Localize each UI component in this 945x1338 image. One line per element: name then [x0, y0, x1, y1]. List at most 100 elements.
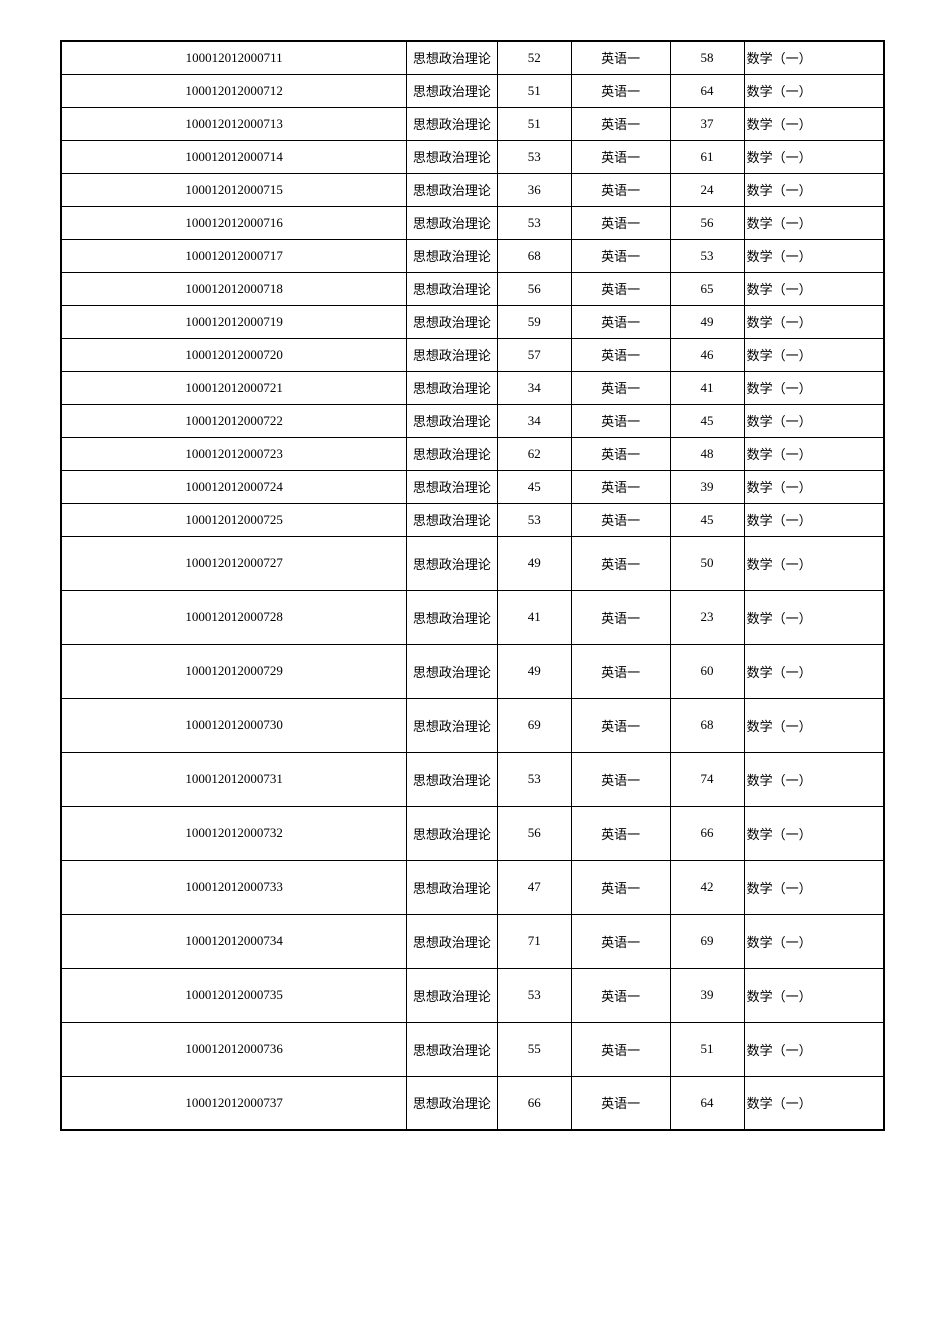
subject3-cell: 数学（一） — [744, 140, 884, 173]
score2-cell: 65 — [670, 272, 744, 305]
score1-cell: 53 — [497, 140, 571, 173]
student-id-cell: 100012012000730 — [61, 698, 407, 752]
score1-cell: 45 — [497, 470, 571, 503]
subject3-cell: 数学（一） — [744, 860, 884, 914]
subject2-cell: 英语一 — [571, 140, 670, 173]
score1-cell: 59 — [497, 305, 571, 338]
score2-cell: 69 — [670, 914, 744, 968]
score2-cell: 42 — [670, 860, 744, 914]
subject2-cell: 英语一 — [571, 914, 670, 968]
subject2-cell: 英语一 — [571, 173, 670, 206]
table-row: 100012012000714思想政治理论53英语一61数学（一） — [61, 140, 884, 173]
student-id-cell: 100012012000725 — [61, 503, 407, 536]
subject2-cell: 英语一 — [571, 752, 670, 806]
score2-cell: 39 — [670, 470, 744, 503]
table-row: 100012012000728思想政治理论41英语一23数学（一） — [61, 590, 884, 644]
subject1-cell: 思想政治理论 — [407, 404, 498, 437]
student-id-cell: 100012012000729 — [61, 644, 407, 698]
score2-cell: 61 — [670, 140, 744, 173]
subject1-cell: 思想政治理论 — [407, 107, 498, 140]
subject3-cell: 数学（一） — [744, 74, 884, 107]
score2-cell: 49 — [670, 305, 744, 338]
subject2-cell: 英语一 — [571, 437, 670, 470]
score2-cell: 37 — [670, 107, 744, 140]
score2-cell: 23 — [670, 590, 744, 644]
student-id-cell: 100012012000718 — [61, 272, 407, 305]
score1-cell: 71 — [497, 914, 571, 968]
subject3-cell: 数学（一） — [744, 338, 884, 371]
subject1-cell: 思想政治理论 — [407, 860, 498, 914]
student-id-cell: 100012012000715 — [61, 173, 407, 206]
score1-cell: 56 — [497, 806, 571, 860]
table-row: 100012012000732思想政治理论56英语一66数学（一） — [61, 806, 884, 860]
subject1-cell: 思想政治理论 — [407, 272, 498, 305]
score2-cell: 64 — [670, 74, 744, 107]
score1-cell: 34 — [497, 404, 571, 437]
subject2-cell: 英语一 — [571, 503, 670, 536]
score1-cell: 57 — [497, 338, 571, 371]
student-id-cell: 100012012000724 — [61, 470, 407, 503]
subject2-cell: 英语一 — [571, 107, 670, 140]
subject3-cell: 数学（一） — [744, 173, 884, 206]
table-row: 100012012000719思想政治理论59英语一49数学（一） — [61, 305, 884, 338]
score1-cell: 53 — [497, 968, 571, 1022]
subject2-cell: 英语一 — [571, 470, 670, 503]
subject3-cell: 数学（一） — [744, 644, 884, 698]
subject3-cell: 数学（一） — [744, 437, 884, 470]
subject3-cell: 数学（一） — [744, 305, 884, 338]
student-id-cell: 100012012000727 — [61, 536, 407, 590]
table-row: 100012012000711思想政治理论52英语一58数学（一） — [61, 41, 884, 74]
student-id-cell: 100012012000720 — [61, 338, 407, 371]
subject3-cell: 数学（一） — [744, 914, 884, 968]
subject3-cell: 数学（一） — [744, 239, 884, 272]
table-row: 100012012000724思想政治理论45英语一39数学（一） — [61, 470, 884, 503]
subject1-cell: 思想政治理论 — [407, 173, 498, 206]
subject3-cell: 数学（一） — [744, 1076, 884, 1130]
score1-cell: 41 — [497, 590, 571, 644]
subject3-cell: 数学（一） — [744, 1022, 884, 1076]
table-row: 100012012000735思想政治理论53英语一39数学（一） — [61, 968, 884, 1022]
subject2-cell: 英语一 — [571, 206, 670, 239]
subject3-cell: 数学（一） — [744, 107, 884, 140]
subject3-cell: 数学（一） — [744, 470, 884, 503]
subject1-cell: 思想政治理论 — [407, 305, 498, 338]
subject1-cell: 思想政治理论 — [407, 698, 498, 752]
subject1-cell: 思想政治理论 — [407, 239, 498, 272]
score1-cell: 69 — [497, 698, 571, 752]
table-row: 100012012000734思想政治理论71英语一69数学（一） — [61, 914, 884, 968]
table-row: 100012012000730思想政治理论69英语一68数学（一） — [61, 698, 884, 752]
subject2-cell: 英语一 — [571, 644, 670, 698]
subject1-cell: 思想政治理论 — [407, 590, 498, 644]
student-id-cell: 100012012000736 — [61, 1022, 407, 1076]
score1-cell: 49 — [497, 644, 571, 698]
student-id-cell: 100012012000723 — [61, 437, 407, 470]
score2-cell: 74 — [670, 752, 744, 806]
student-id-cell: 100012012000735 — [61, 968, 407, 1022]
score2-cell: 24 — [670, 173, 744, 206]
subject1-cell: 思想政治理论 — [407, 503, 498, 536]
subject1-cell: 思想政治理论 — [407, 536, 498, 590]
score1-cell: 36 — [497, 173, 571, 206]
subject1-cell: 思想政治理论 — [407, 806, 498, 860]
score2-cell: 58 — [670, 41, 744, 74]
table-row: 100012012000716思想政治理论53英语一56数学（一） — [61, 206, 884, 239]
subject3-cell: 数学（一） — [744, 590, 884, 644]
table-row: 100012012000733思想政治理论47英语一42数学（一） — [61, 860, 884, 914]
table-row: 100012012000721思想政治理论34英语一41数学（一） — [61, 371, 884, 404]
student-id-cell: 100012012000719 — [61, 305, 407, 338]
student-id-cell: 100012012000717 — [61, 239, 407, 272]
score1-cell: 49 — [497, 536, 571, 590]
table-row: 100012012000720思想政治理论57英语一46数学（一） — [61, 338, 884, 371]
student-id-cell: 100012012000734 — [61, 914, 407, 968]
table-row: 100012012000731思想政治理论53英语一74数学（一） — [61, 752, 884, 806]
score1-cell: 53 — [497, 752, 571, 806]
table-row: 100012012000737思想政治理论66英语一64数学（一） — [61, 1076, 884, 1130]
subject1-cell: 思想政治理论 — [407, 74, 498, 107]
score2-cell: 56 — [670, 206, 744, 239]
score2-cell: 48 — [670, 437, 744, 470]
subject1-cell: 思想政治理论 — [407, 968, 498, 1022]
score2-cell: 68 — [670, 698, 744, 752]
subject1-cell: 思想政治理论 — [407, 41, 498, 74]
subject3-cell: 数学（一） — [744, 206, 884, 239]
table-body: 100012012000711思想政治理论52英语一58数学（一） 1000120… — [61, 41, 884, 1130]
